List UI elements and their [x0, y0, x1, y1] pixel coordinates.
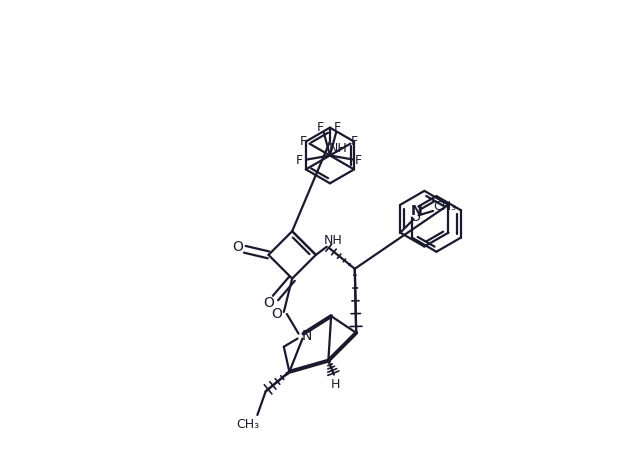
Text: CH₃: CH₃	[236, 418, 259, 431]
Text: O: O	[271, 307, 282, 321]
Text: NH: NH	[323, 234, 342, 247]
Text: F: F	[334, 121, 341, 134]
Text: F: F	[296, 154, 303, 167]
Text: NH: NH	[328, 142, 348, 155]
Text: F: F	[351, 135, 358, 148]
Text: H: H	[332, 378, 340, 391]
Text: N: N	[301, 329, 312, 343]
Text: CH₃: CH₃	[433, 201, 456, 213]
Text: N: N	[410, 204, 422, 218]
Text: F: F	[317, 121, 324, 134]
Text: O: O	[232, 240, 243, 254]
Text: O: O	[411, 211, 420, 224]
Text: F: F	[300, 135, 307, 148]
Text: N: N	[410, 204, 422, 218]
Text: F: F	[355, 154, 362, 167]
Text: O: O	[263, 296, 274, 310]
